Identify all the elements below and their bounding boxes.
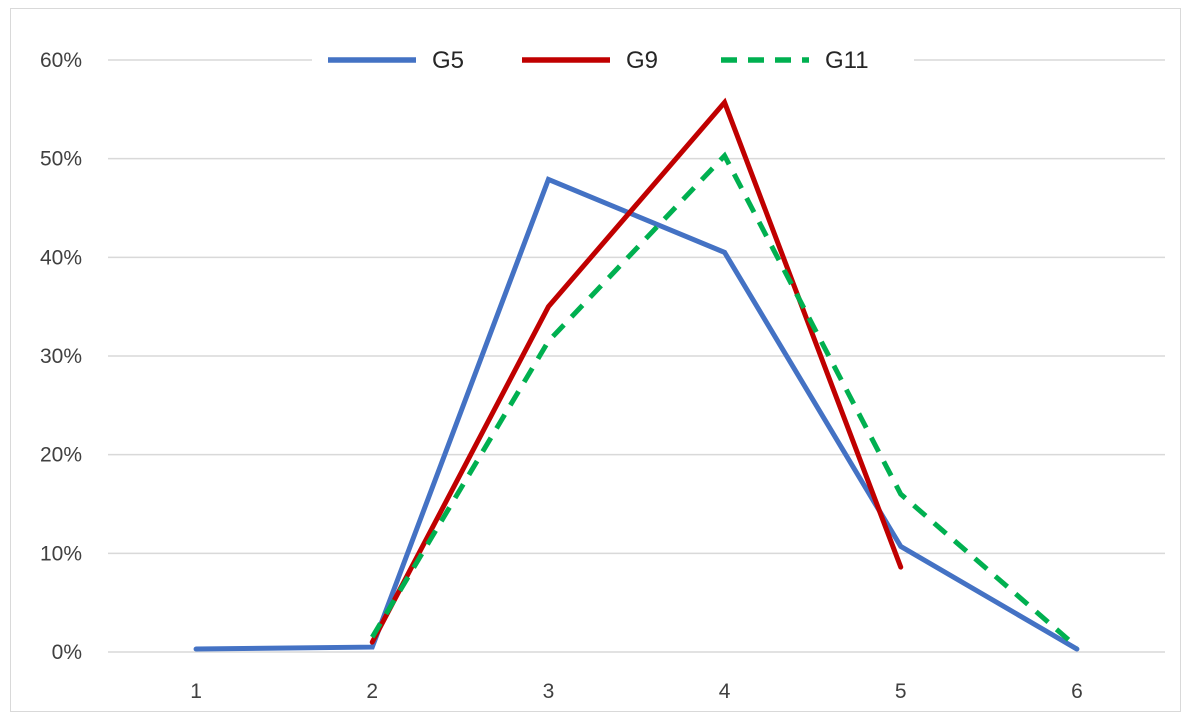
x-tick-label: 6 (1071, 680, 1083, 703)
x-tick-label: 3 (543, 680, 555, 703)
y-tick-label: 50% (40, 148, 82, 171)
y-tick-label: 30% (40, 345, 82, 368)
series-line-g9 (369, 97, 904, 645)
y-tick-label: 20% (40, 444, 82, 467)
series-line-g11 (370, 151, 1079, 649)
y-tick-label: 0% (52, 641, 82, 664)
x-axis-ticks: 1 2 3 4 5 6 (190, 680, 1083, 703)
legend-label-g9: G9 (626, 47, 658, 74)
legend: G5 G9 G11 (312, 40, 914, 80)
y-tick-label: 60% (40, 49, 82, 72)
x-tick-label: 4 (719, 680, 731, 703)
series-lines (193, 97, 1080, 652)
series-line-g5 (193, 176, 1080, 652)
y-tick-label: 40% (40, 246, 82, 269)
legend-label-g5: G5 (432, 47, 464, 74)
y-tick-label: 10% (40, 542, 82, 565)
x-tick-label: 5 (895, 680, 907, 703)
y-axis-ticks: 0% 10% 20% 30% 40% 50% 60% (40, 49, 82, 664)
x-tick-label: 2 (366, 680, 378, 703)
gridlines (108, 59, 1165, 653)
legend-label-g11: G11 (825, 47, 869, 74)
x-tick-label: 1 (190, 680, 202, 703)
